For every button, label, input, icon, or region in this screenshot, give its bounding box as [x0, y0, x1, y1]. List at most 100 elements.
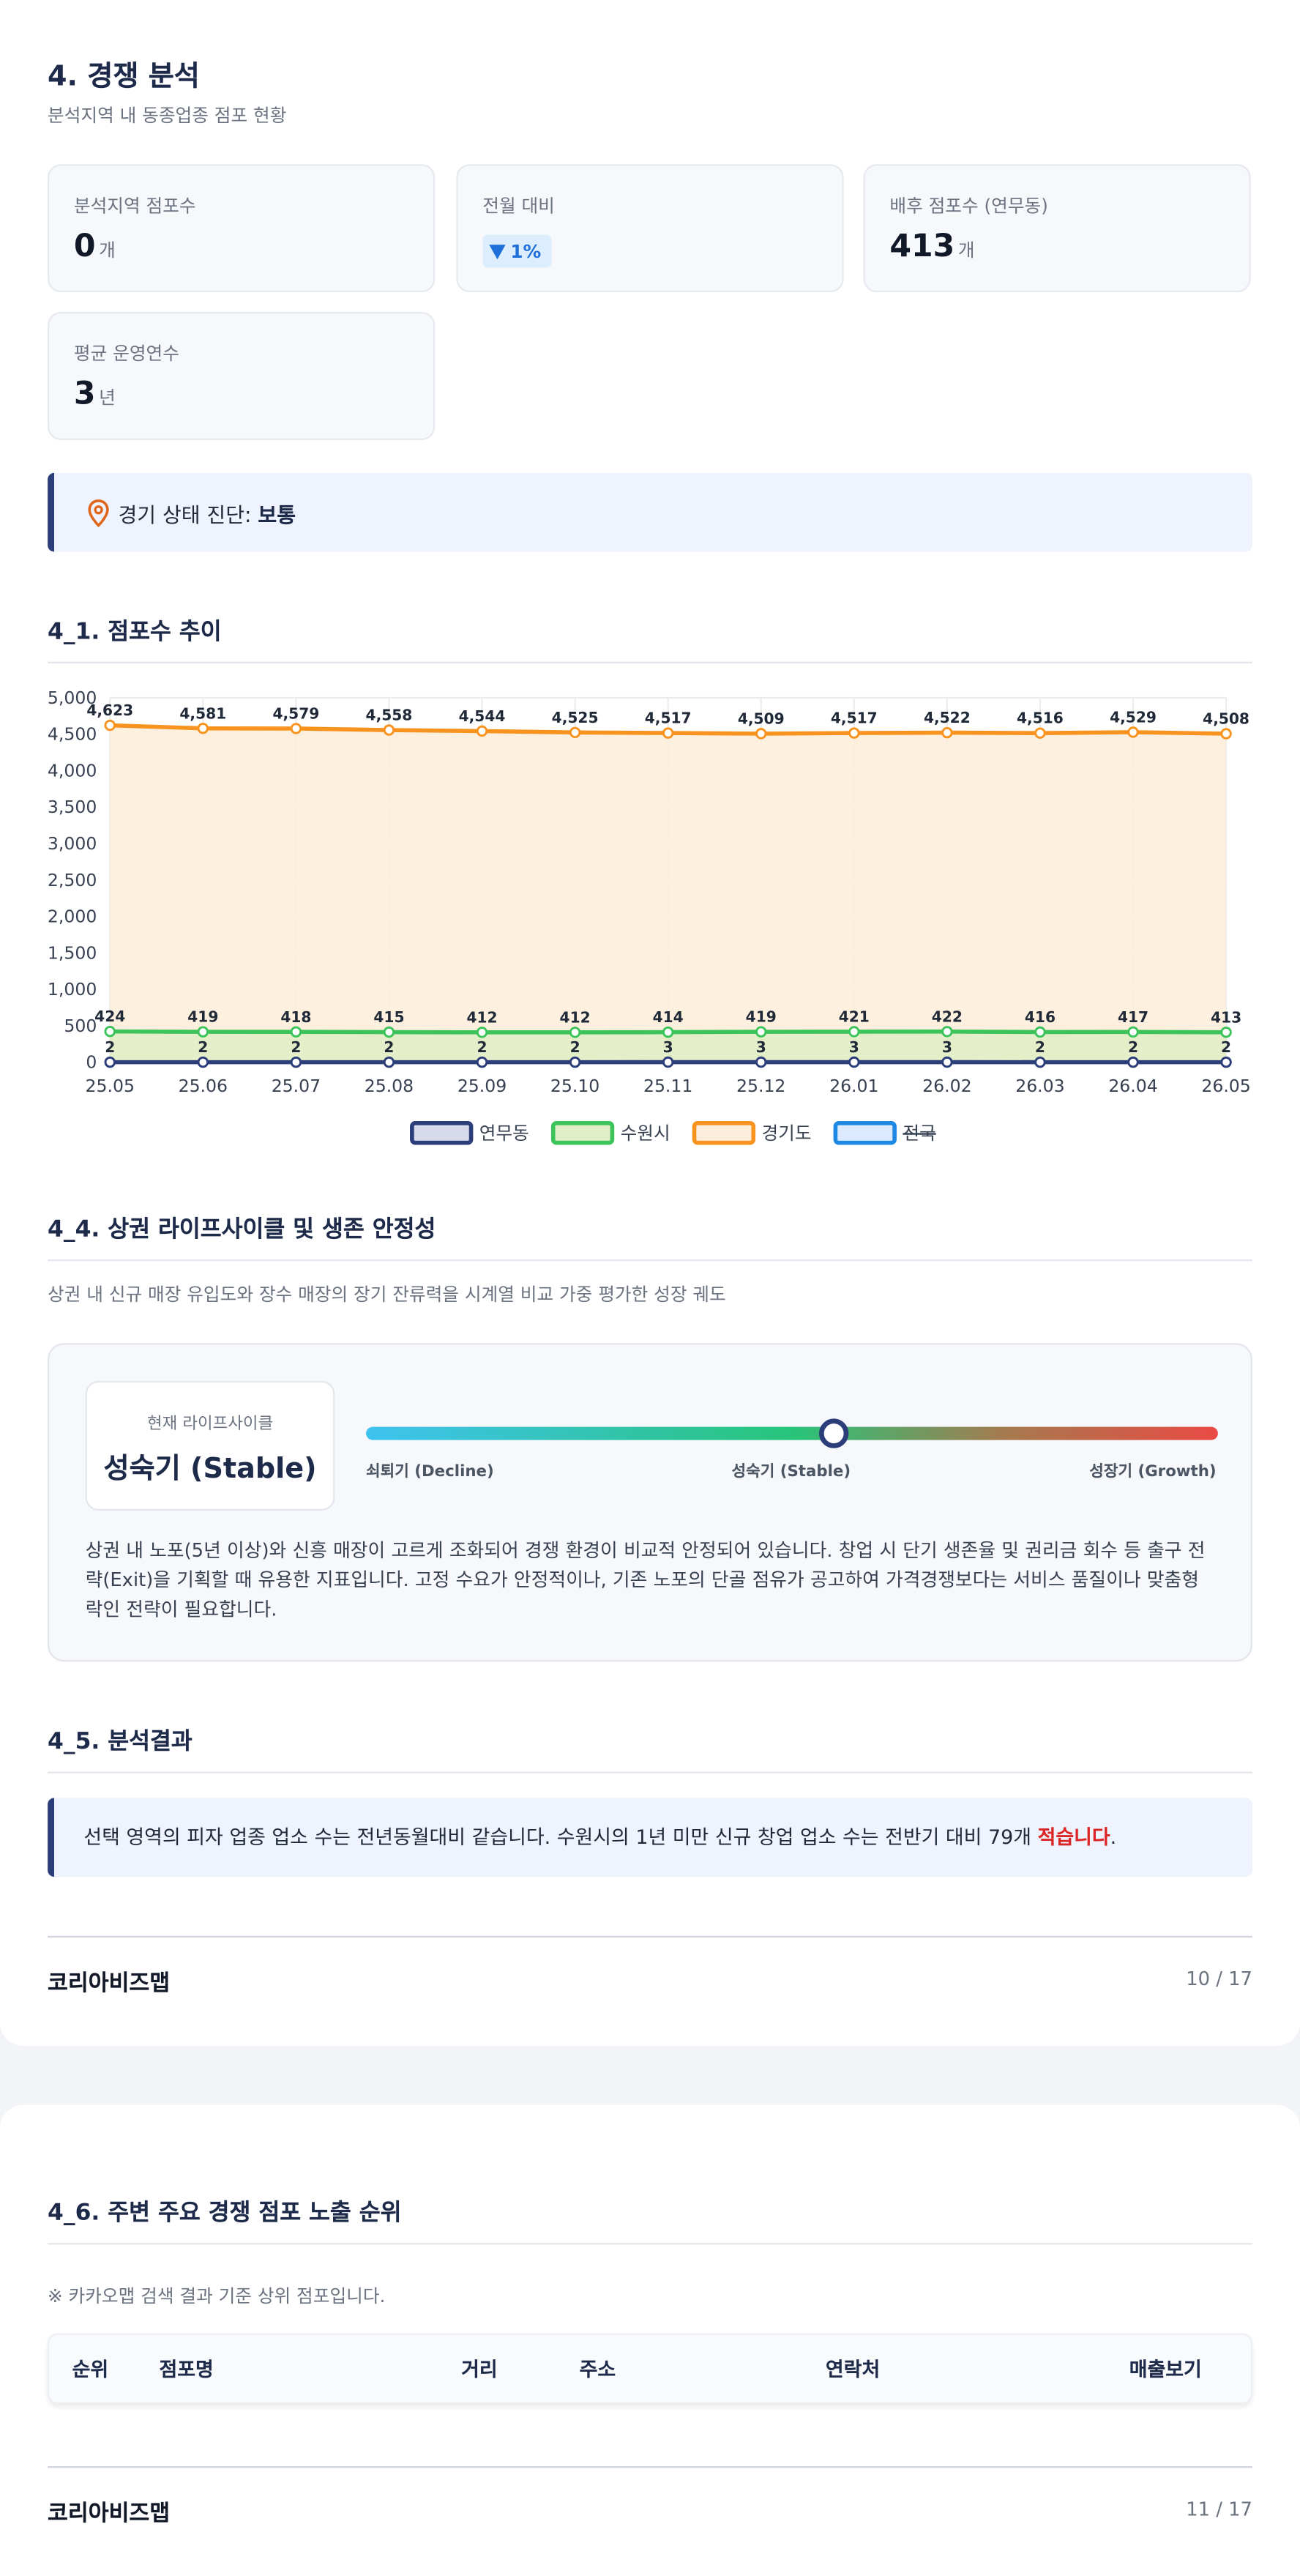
- area: [110, 1031, 1227, 1062]
- data-label: 4,581: [179, 704, 226, 722]
- data-point: [383, 1056, 395, 1068]
- stat-card: 전월 대비 1%: [456, 164, 844, 293]
- column-header: 주소: [579, 2358, 616, 2381]
- data-label: 4,579: [272, 704, 319, 722]
- y-tick-label: 4,500: [48, 724, 97, 745]
- stat-label: 전월 대비: [482, 195, 555, 217]
- pin-icon: [88, 499, 109, 527]
- y-tick-label: 0: [86, 1052, 97, 1073]
- data-point: [1220, 1056, 1232, 1068]
- data-point: [848, 1056, 860, 1068]
- stat-unit: 개: [99, 239, 116, 261]
- page-number: 10 / 17: [1186, 1967, 1252, 1990]
- data-label: 2: [384, 1038, 394, 1056]
- x-tick-label: 26.01: [829, 1076, 878, 1096]
- diagnosis-text: 경기 상태 진단: 보통: [118, 497, 296, 529]
- data-label: 2: [1035, 1038, 1045, 1056]
- data-point: [104, 1025, 116, 1038]
- legend-swatch: [550, 1120, 615, 1145]
- down-arrow: [489, 243, 506, 259]
- data-label: 418: [280, 1008, 311, 1026]
- data-label: 4,509: [738, 710, 785, 727]
- y-tick-label: 1,000: [48, 979, 97, 999]
- data-label: 2: [1221, 1038, 1231, 1056]
- y-tick-label: 3,000: [48, 833, 97, 854]
- x-tick-label: 25.05: [86, 1076, 135, 1096]
- data-label: 4,516: [1017, 710, 1064, 727]
- result-emphasis: 적습니다: [1037, 1825, 1110, 1849]
- data-point: [755, 1026, 767, 1038]
- y-tick-label: 4,000: [48, 760, 97, 781]
- data-point: [1220, 1026, 1232, 1038]
- data-label: 422: [932, 1008, 963, 1025]
- legend-swatch: [410, 1120, 474, 1145]
- divider: [48, 1259, 1252, 1262]
- diagnosis-label: 경기 상태 진단:: [118, 502, 252, 527]
- change-badge: 1%: [482, 234, 551, 268]
- data-label: 4,529: [1110, 708, 1157, 726]
- data-label: 3: [756, 1038, 766, 1056]
- column-header: 순위: [72, 2358, 109, 2381]
- data-point: [1034, 1056, 1046, 1068]
- data-point: [476, 1027, 488, 1038]
- result-end: .: [1110, 1825, 1117, 1849]
- x-tick-label: 25.10: [550, 1076, 599, 1096]
- y-tick-label: 2,500: [48, 870, 97, 890]
- stat-label: 배후 점포수 (연무동): [889, 195, 1048, 217]
- data-point: [197, 723, 209, 734]
- footer-brand: 코리아비즈맵: [48, 2501, 171, 2528]
- x-tick-label: 25.09: [457, 1076, 507, 1096]
- diagnosis-box: 경기 상태 진단: 보통: [48, 472, 1252, 552]
- data-label: 4,558: [366, 707, 413, 724]
- data-point: [1220, 728, 1232, 740]
- data-label: 4,544: [459, 707, 506, 725]
- data-point: [662, 1026, 674, 1038]
- data-point: [290, 1056, 302, 1068]
- data-point: [383, 1026, 395, 1038]
- legend-label: 전국: [903, 1123, 935, 1144]
- column-header: 매출보기: [1129, 2358, 1202, 2381]
- data-point: [569, 1027, 581, 1038]
- table-header: [48, 2333, 1252, 2404]
- data-point: [755, 728, 767, 740]
- data-label: 412: [560, 1008, 591, 1026]
- data-label: 4,525: [552, 709, 599, 726]
- footer-brand: 코리아비즈맵: [48, 1970, 171, 1997]
- data-label: 421: [839, 1008, 870, 1025]
- data-point: [569, 726, 581, 739]
- lifecycle-description: 상권 내 노포(5년 이상)와 신흥 매장이 고르게 조화되어 경쟁 환경이 비…: [85, 1538, 1206, 1621]
- diagnosis-value: 보통: [258, 502, 296, 527]
- data-point: [197, 1056, 209, 1068]
- data-point: [941, 726, 953, 739]
- current-stage-box: 현재 라이프사이클 성숙기 (Stable): [85, 1380, 335, 1511]
- y-tick-label: 1,500: [48, 942, 97, 963]
- x-tick-label: 25.08: [365, 1076, 414, 1096]
- data-point: [1034, 727, 1046, 739]
- stat-number: 413: [889, 228, 955, 265]
- ranking-note: ※ 카카오맵 검색 결과 기준 상위 점포입니다.: [48, 2285, 386, 2307]
- result-title: 4_5. 분석결과: [48, 1729, 193, 1756]
- data-label: 2: [570, 1038, 580, 1056]
- gauge-marker: [818, 1418, 849, 1448]
- y-tick-label: 5,000: [48, 688, 97, 708]
- data-point: [104, 1056, 116, 1068]
- legend-label: 연무동: [479, 1123, 529, 1144]
- data-point: [848, 727, 860, 739]
- data-point: [662, 727, 674, 739]
- chart-section-title: 4_1. 점포수 추이: [48, 619, 222, 646]
- stat-label: 평균 운영연수: [73, 343, 179, 365]
- data-point: [383, 724, 395, 736]
- data-label: 2: [477, 1038, 487, 1056]
- data-point: [476, 1056, 488, 1068]
- section-title: 4. 경쟁 분석: [48, 60, 200, 94]
- column-header: 연락처: [825, 2358, 881, 2381]
- result-body: 선택 영역의 피자 업종 업소 수는 전년동월대비 같습니다. 수원시의 1년 …: [83, 1825, 1031, 1849]
- data-point: [290, 723, 302, 734]
- lifecycle-gauge: [366, 1426, 1218, 1440]
- stat-number: 1%: [510, 240, 542, 262]
- x-tick-label: 25.07: [272, 1076, 321, 1096]
- data-point: [476, 725, 488, 737]
